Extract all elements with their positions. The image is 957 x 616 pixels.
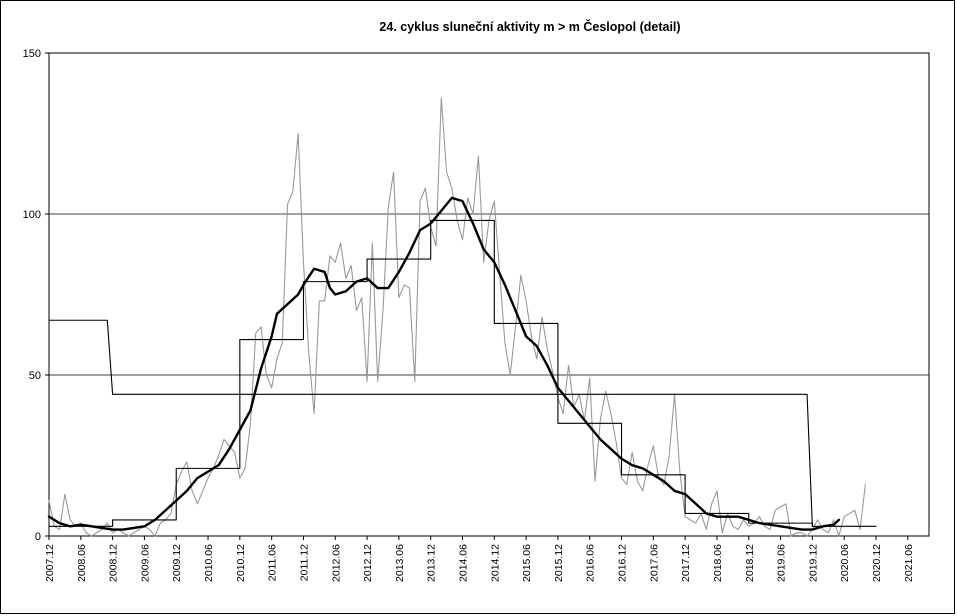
series-line-2 — [48, 219, 877, 527]
x-tick-label-12: 2013.12 — [426, 544, 438, 582]
plot-area-border — [48, 52, 930, 537]
x-tick-label-17: 2016.06 — [585, 544, 597, 582]
x-tick-label-1: 2008.06 — [76, 544, 88, 582]
x-tick-label-11: 2013.06 — [394, 544, 406, 582]
grid-lines — [49, 213, 929, 376]
series-line-0 — [48, 97, 866, 537]
x-tick-label-14: 2014.12 — [489, 544, 501, 582]
x-tick-label-25: 2020.06 — [839, 544, 851, 582]
series-line-3 — [48, 319, 813, 527]
x-tick-label-10: 2012.12 — [362, 544, 374, 582]
x-tick-label-26: 2020.12 — [871, 544, 883, 582]
series-layer — [47, 97, 877, 537]
chart-title: 24. cyklus sluneční aktivity m > m Česlo… — [379, 20, 681, 34]
y-tick-label-0: 0 — [35, 531, 41, 543]
x-tick-label-23: 2019.06 — [776, 544, 788, 582]
x-tick-label-24: 2019.12 — [807, 544, 819, 582]
x-tick-label-22: 2018.12 — [744, 544, 756, 582]
x-tick-label-4: 2009.12 — [171, 544, 183, 582]
y-tick-labels: 0 50 100 150 — [23, 48, 41, 543]
x-tick-label-9: 2012.06 — [330, 544, 342, 582]
x-tick-label-0: 2007.12 — [44, 544, 56, 582]
x-tick-labels: 2007.12 2008.06 2008.12 2009.06 2009.12 2010.… — [44, 544, 915, 582]
x-tick-label-6: 2010.12 — [235, 544, 247, 582]
y-tick-label-50: 50 — [29, 370, 41, 382]
x-tick-label-16: 2015.12 — [553, 544, 565, 582]
x-tick-label-19: 2017.06 — [648, 544, 660, 582]
y-tick-label-100: 100 — [23, 209, 41, 221]
x-tick-label-5: 2010.06 — [203, 544, 215, 582]
x-tick-label-3: 2009.06 — [139, 544, 151, 582]
x-tick-label-13: 2014.06 — [457, 544, 469, 582]
y-tick-label-150: 150 — [23, 48, 41, 60]
series-line-1 — [47, 196, 841, 531]
x-tick-label-27: 2021.06 — [903, 544, 915, 582]
x-tick-label-2: 2008.12 — [108, 544, 120, 582]
axes — [45, 52, 930, 540]
x-tick-label-18: 2016.12 — [617, 544, 629, 582]
x-tick-label-7: 2011.06 — [267, 544, 279, 581]
x-tick-label-8: 2011.12 — [298, 544, 310, 581]
x-tick-label-20: 2017.12 — [680, 544, 692, 582]
x-tick-label-21: 2018.06 — [712, 544, 724, 582]
x-tick-label-15: 2015.06 — [521, 544, 533, 582]
